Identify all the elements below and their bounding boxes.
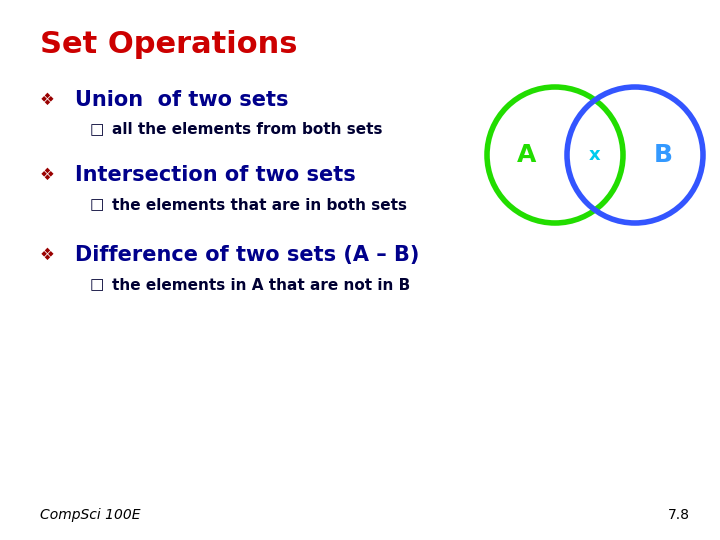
Text: the elements that are in both sets: the elements that are in both sets bbox=[112, 198, 407, 213]
Text: ❖: ❖ bbox=[40, 166, 55, 184]
Text: all the elements from both sets: all the elements from both sets bbox=[112, 123, 382, 138]
Text: 7.8: 7.8 bbox=[668, 508, 690, 522]
Text: Union  of two sets: Union of two sets bbox=[75, 90, 289, 110]
Text: B: B bbox=[654, 143, 672, 167]
Text: □: □ bbox=[90, 198, 104, 213]
Text: ❖: ❖ bbox=[40, 91, 55, 109]
Text: ❖: ❖ bbox=[40, 246, 55, 264]
Text: Difference of two sets (A – B): Difference of two sets (A – B) bbox=[75, 245, 419, 265]
Text: □: □ bbox=[90, 278, 104, 293]
Text: Set Operations: Set Operations bbox=[40, 30, 297, 59]
Text: □: □ bbox=[90, 123, 104, 138]
Text: x: x bbox=[589, 146, 600, 164]
Text: the elements in A that are not in B: the elements in A that are not in B bbox=[112, 278, 410, 293]
Text: Intersection of two sets: Intersection of two sets bbox=[75, 165, 356, 185]
Text: A: A bbox=[517, 143, 536, 167]
Text: CompSci 100E: CompSci 100E bbox=[40, 508, 140, 522]
